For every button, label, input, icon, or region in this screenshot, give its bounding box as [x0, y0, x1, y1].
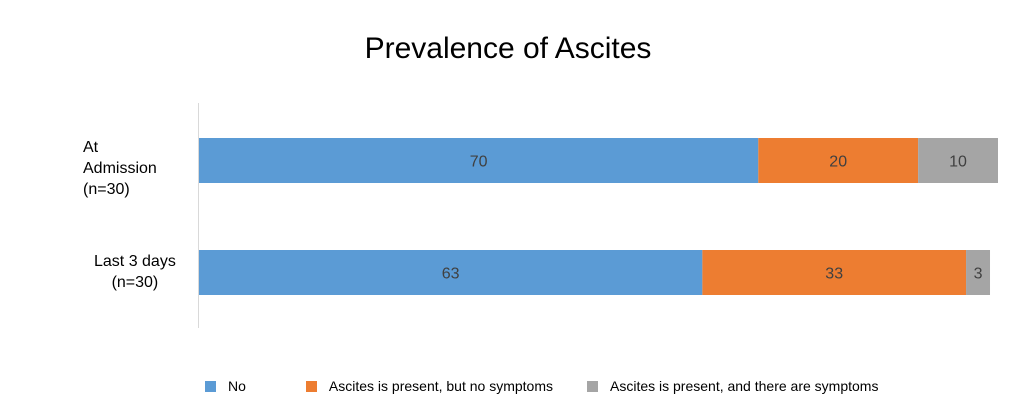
data-label-last-3-days-no: 63: [442, 266, 460, 283]
legend-label-no: No: [228, 378, 246, 394]
legend-item-present-with-symptoms: Ascites is present, and there are sympto…: [587, 378, 878, 394]
bar-at-admission-present-with-symptoms: [918, 138, 998, 183]
bar-last-3-days-no: [199, 250, 703, 295]
category-label-last-3-days: Last 3 days (n=30): [94, 253, 176, 291]
legend-swatch-present-with-symptoms: [587, 380, 598, 392]
category-label-at-admission: At Admission (n=30): [83, 139, 157, 198]
data-label-at-admission-present-no-symptoms: 20: [829, 154, 847, 171]
legend-label-present-with-symptoms: Ascites is present, and there are sympto…: [610, 378, 879, 394]
bar-last-3-days-present-no-symptoms: [702, 250, 967, 295]
bar-last-3-days-present-with-symptoms: [966, 250, 991, 295]
chart-title: Prevalence of Ascites: [364, 32, 652, 65]
bar-at-admission-present-no-symptoms: [758, 138, 919, 183]
data-label-last-3-days-present-no-symptoms: 33: [825, 266, 843, 283]
legend-swatch-present-no-symptoms: [305, 380, 317, 392]
legend-label-present-no-symptoms: Ascites is present, but no symptoms: [328, 378, 553, 394]
legend: No Ascites is present, but no symptoms A…: [205, 378, 918, 394]
data-label-at-admission-present-with-symptoms: 10: [949, 154, 967, 171]
legend-item-no: No: [205, 378, 246, 394]
legend-swatch-no: [205, 380, 216, 392]
legend-item-present-no-symptoms: Ascites is present, but no symptoms: [305, 378, 553, 394]
data-label-last-3-days-present-with-symptoms: 3: [974, 266, 983, 283]
data-label-at-admission-no: 70: [470, 154, 488, 171]
bar-at-admission-no: [199, 138, 759, 183]
